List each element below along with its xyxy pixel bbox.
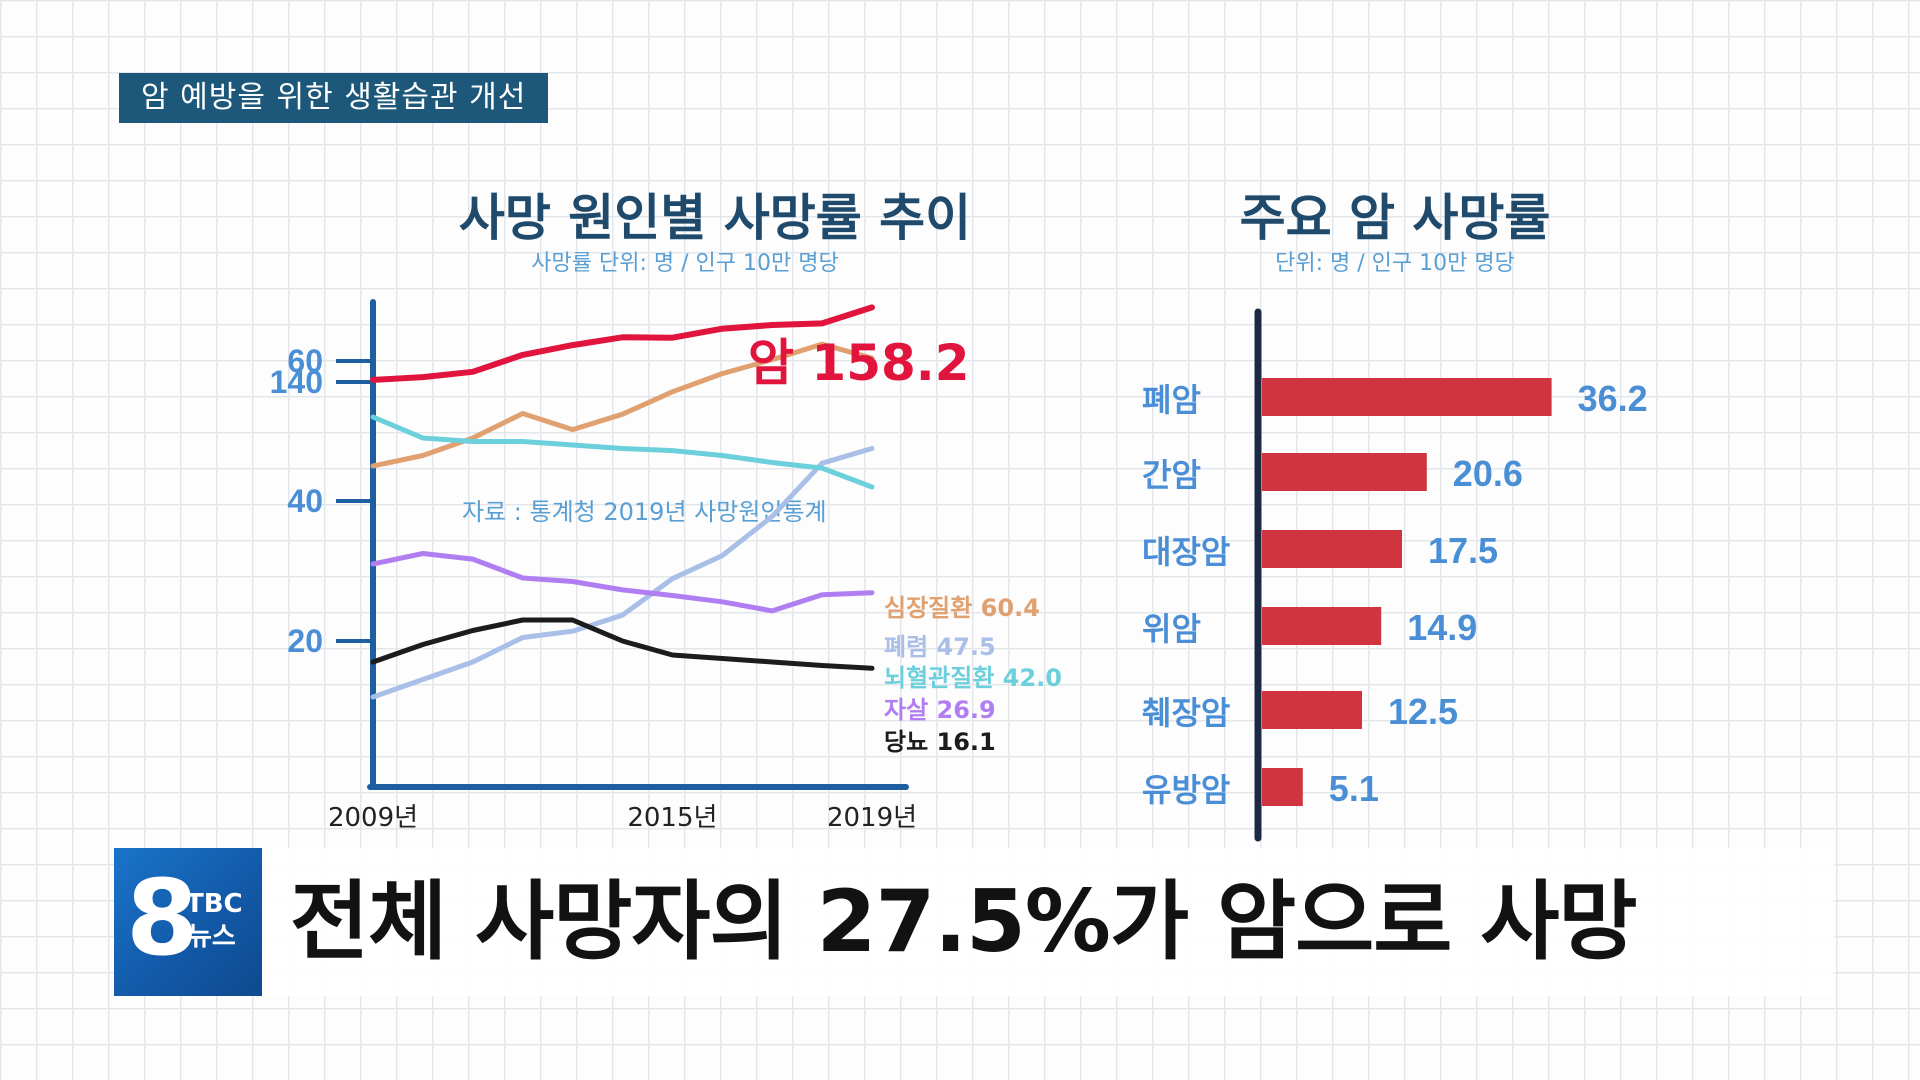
series-label-암: 암 158.2 [748,334,970,392]
series-label-당뇨: 당뇨 16.1 [884,728,996,756]
bar-category-label: 유방암 [1142,771,1230,809]
series-line-뇌혈관질환 [370,414,875,490]
bar-value-label: 36.2 [1578,378,1648,419]
series-label-자살: 자살 26.9 [884,696,996,724]
y-tick-label: 60 [287,343,323,379]
bar-category-label: 간암 [1142,456,1201,494]
bar-chart: 폐암 36.2 간암 20.6 대장암 17.5 위암 14.9 췌장암 12.5 유방암 5.1 [1142,308,1648,842]
tbc-news-logo: 8 TBC 뉴스 [114,848,262,996]
series-label-심장질환: 심장질환 60.4 [884,594,1040,622]
series-line-암 [370,304,875,383]
bar-category-label: 위암 [1142,610,1201,648]
line-chart-title: 사망 원인별 사망률 추이 [458,189,972,247]
line-chart-subtitle: 사망률 단위: 명 / 인구 10만 명당 [531,251,839,276]
bar-chart-title: 주요 암 사망률 [1239,189,1551,247]
bar-value-label: 20.6 [1453,453,1523,494]
x-tick-label: 2009년 [328,803,418,833]
bar-value-label: 5.1 [1329,768,1379,809]
x-tick-label: 2019년 [827,803,917,833]
y-tick-label: 40 [287,483,323,519]
bar-value-label: 14.9 [1407,607,1477,648]
bar-위암 [1262,607,1382,645]
bar-폐암 [1262,378,1552,416]
bar-췌장암 [1262,691,1362,729]
topic-banner: 암 예방을 위한 생활습관 개선 [119,73,549,123]
y-tick-label: 20 [287,623,323,659]
bar-category-label: 대장암 [1142,533,1230,571]
series-line-심장질환 [370,341,875,469]
bar-value-label: 17.5 [1428,530,1498,571]
bar-유방암 [1262,768,1303,806]
bar-대장암 [1262,530,1402,568]
headline-caption: 전체 사망자의 27.5%가 암으로 사망 [290,872,1638,972]
y-tick-label: 140 [270,364,323,400]
series-label-폐렴: 폐렴 47.5 [884,633,996,661]
bar-간암 [1262,453,1427,491]
logo-brand: TBC [186,889,243,919]
bar-category-label: 췌장암 [1142,694,1230,732]
lower-third-bar [114,848,1834,996]
logo-news: 뉴스 [188,922,236,952]
bar-category-label: 폐암 [1142,381,1201,419]
logo-number: 8 [126,857,199,979]
series-label-뇌혈관질환: 뇌혈관질환 42.0 [884,664,1062,692]
series-line-자살 [370,551,875,614]
series-line-폐렴 [370,446,875,700]
series-line-당뇨 [370,617,875,671]
bar-value-label: 12.5 [1388,691,1458,732]
x-tick-label: 2015년 [627,803,717,833]
bar-chart-subtitle: 단위: 명 / 인구 10만 명당 [1275,251,1515,276]
